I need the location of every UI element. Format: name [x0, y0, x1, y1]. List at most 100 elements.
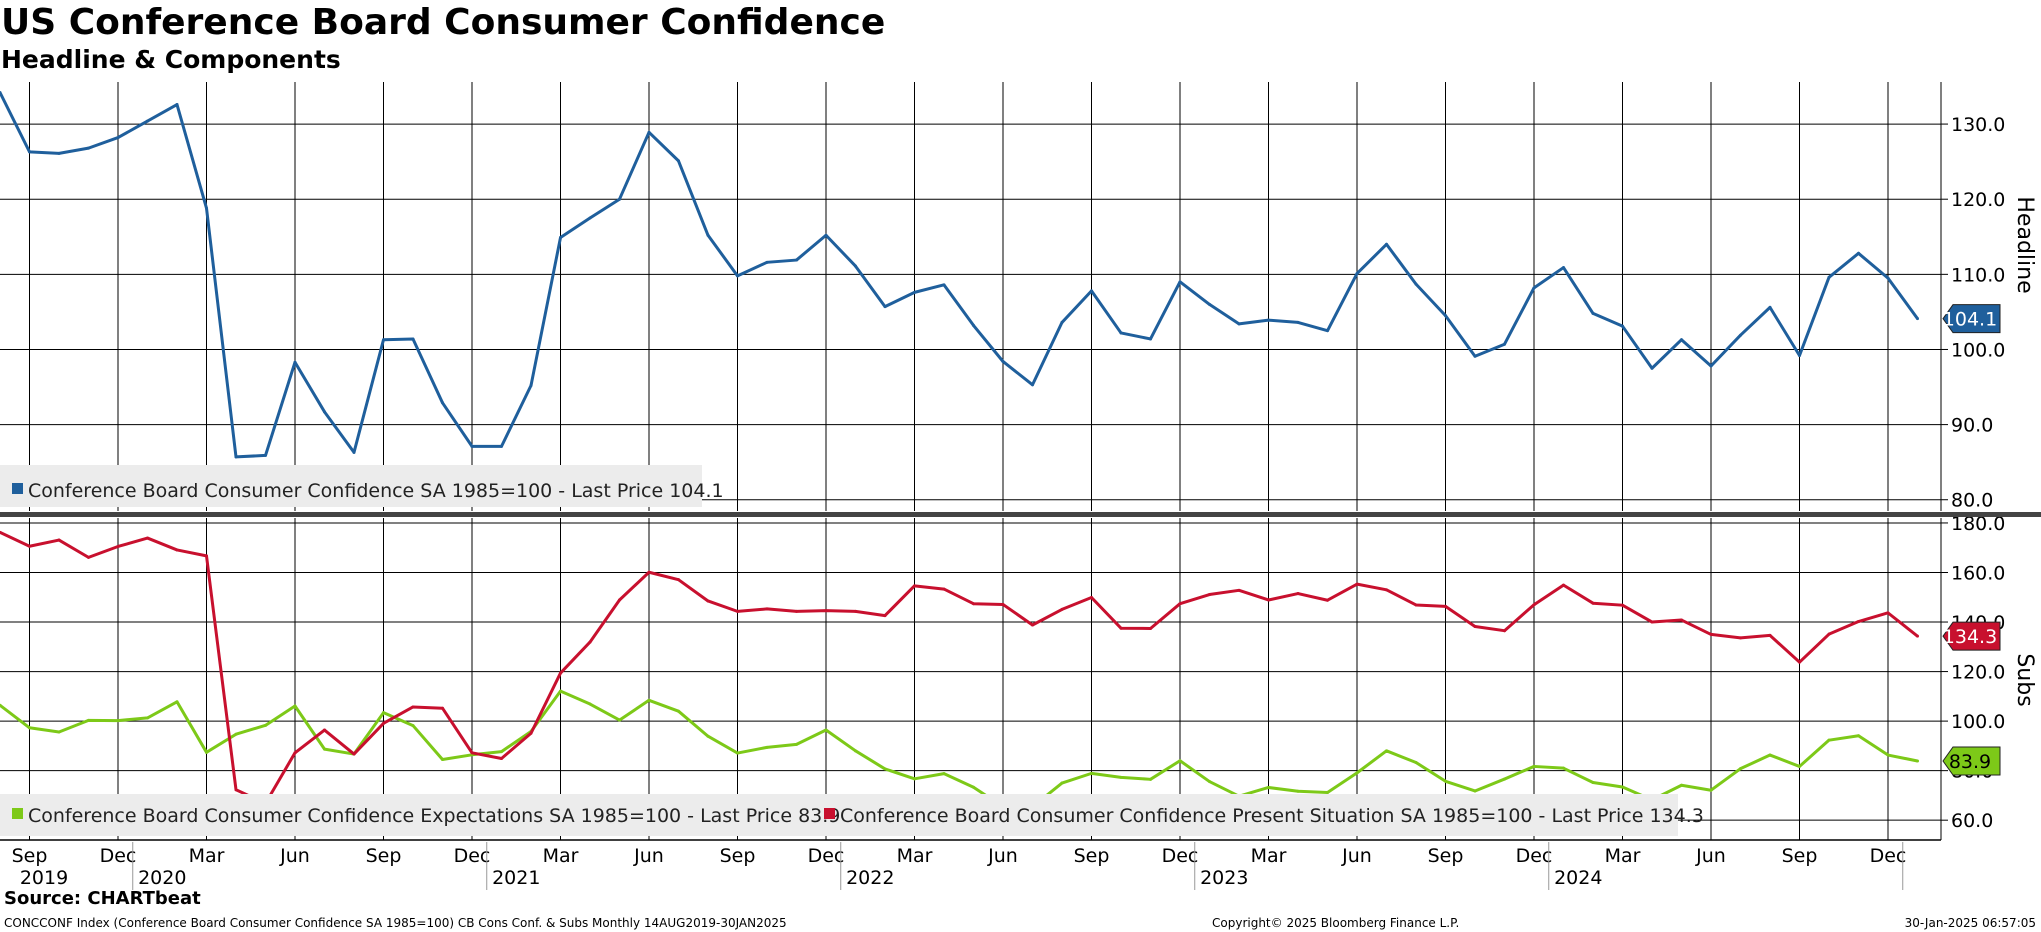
data-point-expectations [1414, 760, 1418, 764]
data-point-present [588, 640, 592, 644]
year-label: 2021 [492, 867, 540, 889]
grid-layer [0, 82, 1941, 840]
last-price-label-present: 134.3 [1943, 626, 1997, 648]
data-point-expectations [1267, 785, 1270, 789]
legend-swatch-present [824, 808, 835, 819]
data-point-headline [1886, 276, 1890, 280]
legend-label-present: Conference Board Consumer Confidence Pre… [840, 805, 1704, 827]
data-point-expectations [28, 726, 31, 730]
data-point-present [352, 752, 356, 756]
data-point-expectations [1916, 759, 1919, 763]
last-price-label-headline: 104.1 [1943, 309, 1997, 331]
data-point-expectations [854, 749, 857, 753]
last-price-tag-expectations [1942, 746, 2001, 776]
data-point-present [175, 548, 179, 552]
data-point-present [1060, 607, 1064, 611]
data-point-headline [647, 130, 651, 134]
data-point-headline [87, 146, 90, 150]
year-label: 2023 [1200, 867, 1248, 889]
data-point-headline [323, 410, 326, 414]
legend-label-expectations: Conference Board Consumer Confidence Exp… [28, 805, 840, 827]
data-point-headline [1709, 364, 1713, 368]
data-point-expectations [795, 742, 798, 746]
data-point-headline [1060, 320, 1064, 324]
legend-label-headline: Conference Board Consumer Confidence SA … [28, 480, 724, 502]
data-point-present [1119, 626, 1123, 630]
data-point-headline [411, 337, 415, 341]
data-point-headline [1031, 383, 1034, 387]
legend-layer: Conference Board Consumer Confidence SA … [0, 465, 1704, 836]
data-point-headline [116, 136, 120, 140]
data-point-headline [972, 323, 975, 327]
data-point-expectations [1532, 764, 1536, 768]
data-point-expectations [116, 719, 120, 723]
data-point-present [234, 788, 238, 792]
data-point-present [1621, 603, 1624, 607]
data-point-headline [234, 455, 238, 459]
data-point-headline [382, 338, 385, 342]
data-point-expectations [588, 702, 592, 706]
data-point-present [1031, 623, 1034, 627]
data-point-expectations [323, 747, 326, 751]
data-point-expectations [1798, 764, 1801, 768]
series-line-expectations [0, 689, 1918, 809]
copyright-note: Copyright© 2025 Bloomberg Finance L.P. [1212, 916, 1459, 930]
data-point-headline [500, 444, 503, 448]
data-point-expectations [441, 758, 444, 761]
data-point-present [1385, 588, 1388, 592]
data-point-expectations [1149, 777, 1152, 781]
x-tick-label: Sep [720, 845, 756, 867]
data-point-headline [1650, 366, 1654, 370]
data-point-expectations [1621, 785, 1624, 789]
year-label: 2024 [1554, 867, 1602, 889]
data-point-present [824, 609, 828, 613]
data-point-headline [1739, 333, 1742, 337]
data-point-present [618, 598, 621, 602]
x-tick-label: Sep [12, 845, 48, 867]
data-point-expectations [913, 777, 916, 781]
data-point-expectations [175, 700, 179, 704]
data-point-present [411, 705, 415, 709]
data-point-headline [854, 264, 857, 268]
data-point-expectations [883, 767, 887, 771]
data-point-expectations [1178, 759, 1182, 763]
data-point-headline [1178, 280, 1182, 284]
x-tick-label: Jun [987, 845, 1018, 867]
data-point-headline [795, 258, 798, 262]
data-point-expectations [1768, 753, 1772, 757]
data-point-headline [1503, 342, 1506, 346]
x-tick-label: Mar [1251, 845, 1287, 867]
data-point-present [1414, 603, 1418, 607]
data-point-headline [264, 453, 267, 457]
data-point-present [1178, 602, 1182, 606]
data-point-headline [1267, 318, 1270, 322]
data-point-headline [529, 384, 533, 388]
data-point-headline [293, 360, 297, 364]
panel-divider [0, 512, 2041, 517]
data-point-expectations [1090, 771, 1093, 775]
data-point-present [647, 570, 651, 574]
x-tick-label: Jun [633, 845, 664, 867]
ticker-note: CONCCONF Index (Conference Board Consume… [4, 916, 787, 930]
data-point-present [1650, 620, 1654, 624]
data-point-headline [175, 103, 179, 107]
data-point-present [765, 607, 769, 611]
data-point-headline [559, 236, 562, 240]
data-point-headline [1355, 272, 1359, 276]
y-tick-label-top: 130.0 [1951, 114, 2005, 136]
data-point-expectations [1739, 767, 1742, 771]
data-point-expectations [706, 734, 710, 738]
legend-swatch-headline [12, 483, 23, 494]
data-point-present [87, 555, 90, 559]
data-point-headline [1562, 266, 1565, 270]
series-line-headline [0, 91, 1919, 459]
data-point-present [500, 757, 503, 761]
data-point-expectations [264, 723, 267, 727]
x-tick-label: Dec [454, 845, 491, 867]
data-point-expectations [205, 750, 208, 754]
data-point-expectations [1385, 749, 1388, 753]
data-point-present [972, 602, 975, 606]
data-point-headline [736, 274, 739, 278]
data-point-present [1090, 596, 1093, 600]
